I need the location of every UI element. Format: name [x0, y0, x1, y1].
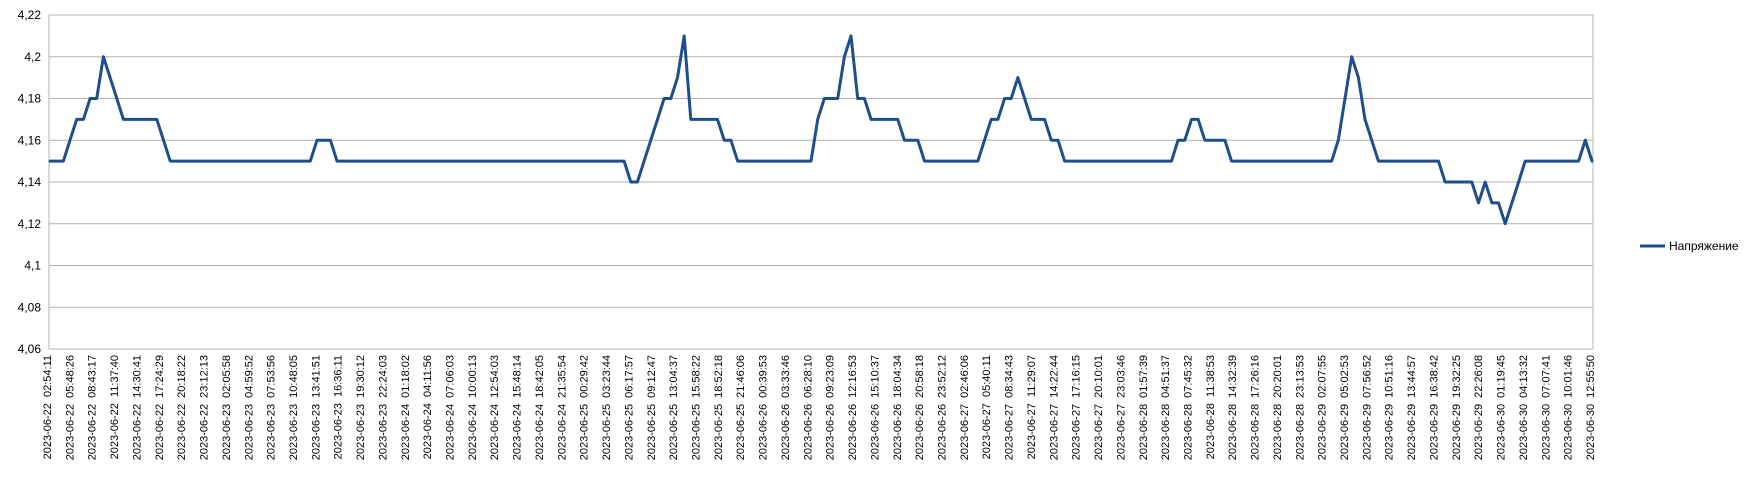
x-tick-label: 2023-06-23 19:30:12	[355, 355, 367, 460]
x-tick-label: 2023-06-30 12:55:50	[1585, 355, 1597, 460]
x-tick-label: 2023-06-29 07:56:52	[1361, 355, 1373, 460]
x-tick-label: 2023-06-27 20:10:01	[1093, 355, 1105, 460]
x-tick-label: 2023-06-22 05:48:26	[64, 355, 76, 460]
x-tick-label: 2023-06-27 08:34:43	[1004, 355, 1016, 460]
x-tick-label: 2023-06-28 07:45:32	[1182, 355, 1194, 460]
x-tick-label: 2023-06-27 17:16:15	[1071, 355, 1083, 460]
x-tick-label: 2023-06-30 07:07:41	[1540, 355, 1552, 460]
plot-area	[48, 34, 1594, 226]
x-tick-label: 2023-06-24 01:18:02	[400, 355, 412, 460]
x-tick-label: 2023-06-28 20:20:01	[1272, 355, 1284, 460]
x-tick-label: 2023-06-23 10:48:05	[288, 355, 300, 460]
x-tick-label: 2023-06-22 02:54:11	[42, 355, 54, 459]
x-tick-label: 2023-06-26 03:33:46	[780, 355, 792, 460]
x-tick-label: 2023-06-28 04:51:37	[1160, 355, 1172, 460]
x-tick-label: 2023-06-23 04:59:52	[243, 355, 255, 460]
x-tick-label: 2023-06-29 05:02:53	[1339, 355, 1351, 460]
x-tick-label: 2023-06-24 21:35:54	[556, 355, 568, 460]
x-tick-label: 2023-06-29 02:07:55	[1317, 355, 1329, 460]
x-tick-label: 2023-06-25 21:46:06	[735, 355, 747, 460]
x-tick-label: 2023-06-26 12:16:53	[847, 355, 859, 460]
x-tick-label: 2023-06-26 15:10:37	[869, 355, 881, 460]
x-tick-label: 2023-06-22 20:18:22	[176, 355, 188, 460]
x-tick-label: 2023-06-28 14:32:39	[1227, 355, 1239, 460]
x-tick-label: 2023-06-30 10:01:46	[1563, 355, 1575, 460]
y-axis-tick-labels: 4,06 4,08 4,1 4,12 4,14 4,16 4,18 4,2 4,22	[18, 8, 42, 356]
x-tick-label: 2023-06-28 11:38:53	[1205, 355, 1217, 459]
x-tick-label: 2023-06-27 02:46:06	[959, 355, 971, 460]
x-tick-label: 2023-06-25 00:29:42	[579, 355, 591, 460]
x-tick-label: 2023-06-24 04:11:56	[422, 355, 434, 459]
x-tick-label: 2023-06-22 23:12:13	[199, 355, 211, 460]
legend-label-voltage: Напряжение	[1669, 239, 1739, 253]
x-tick-label: 2023-06-24 18:42:05	[534, 355, 546, 460]
x-tick-label: 2023-06-29 10:51:16	[1384, 355, 1396, 460]
x-tick-label: 2023-06-27 11:29:07	[1026, 355, 1038, 459]
x-tick-label: 2023-06-28 01:57:39	[1138, 355, 1150, 460]
y-tick-label: 4,06	[18, 342, 42, 356]
x-tick-label: 2023-06-28 23:13:53	[1294, 355, 1306, 460]
x-tick-label: 2023-06-24 12:54:03	[489, 355, 501, 460]
x-tick-label: 2023-06-23 13:41:51	[310, 355, 322, 460]
x-tick-label: 2023-06-26 20:58:18	[914, 355, 926, 460]
x-tick-label: 2023-06-26 18:04:34	[892, 355, 904, 460]
x-tick-label: 2023-06-24 07:06:03	[445, 355, 457, 460]
x-tick-label: 2023-06-27 05:40:11	[981, 355, 993, 459]
x-tick-label: 2023-06-22 08:43:17	[87, 355, 99, 460]
gridlines	[48, 14, 1594, 350]
x-tick-label: 2023-06-22 14:30:41	[131, 355, 143, 460]
series-line-voltage	[48, 34, 1594, 226]
x-tick-label: 2023-06-29 13:44:57	[1406, 355, 1418, 460]
x-tick-label: 2023-06-28 17:26:16	[1250, 355, 1262, 460]
y-tick-label: 4,14	[18, 175, 42, 189]
x-tick-label: 2023-06-26 06:28:10	[802, 355, 814, 460]
x-tick-label: 2023-06-25 13:04:37	[668, 355, 680, 460]
x-tick-label: 2023-06-23 22:24:03	[377, 355, 389, 460]
x-tick-label: 2023-06-23 07:53:56	[266, 355, 278, 460]
y-tick-label: 4,2	[24, 50, 41, 64]
x-tick-label: 2023-06-26 09:23:09	[825, 355, 837, 460]
x-tick-label: 2023-06-27 14:22:44	[1048, 355, 1060, 460]
y-tick-label: 4,18	[18, 92, 42, 106]
y-tick-label: 4,22	[18, 8, 42, 22]
x-tick-label: 2023-06-25 18:52:18	[713, 355, 725, 460]
x-tick-label: 2023-06-29 19:32:25	[1451, 355, 1463, 460]
x-tick-label: 2023-06-25 09:12:47	[646, 355, 658, 460]
x-tick-label: 2023-06-29 22:26:08	[1473, 355, 1485, 460]
x-tick-label: 2023-06-29 16:38:42	[1428, 355, 1440, 460]
x-tick-label: 2023-06-22 17:24:29	[154, 355, 166, 460]
x-tick-label: 2023-06-23 02:05:58	[221, 355, 233, 460]
x-tick-label: 2023-06-23 16:36:11	[333, 355, 345, 459]
x-tick-label: 2023-06-25 15:58:22	[691, 355, 703, 460]
x-tick-label: 2023-06-30 01:19:45	[1496, 355, 1508, 460]
y-tick-label: 4,12	[18, 217, 42, 231]
x-tick-label: 2023-06-30 04:13:32	[1518, 355, 1530, 460]
x-tick-label: 2023-06-26 00:39:53	[758, 355, 770, 460]
x-tick-label: 2023-06-26 23:52:12	[936, 355, 948, 460]
x-tick-label: 2023-06-24 10:00:13	[467, 355, 479, 460]
y-tick-label: 4,16	[18, 133, 42, 147]
x-tick-label: 2023-06-24 15:48:14	[512, 355, 524, 460]
x-tick-label: 2023-06-25 03:23:44	[601, 355, 613, 460]
x-tick-label: 2023-06-27 23:03:46	[1115, 355, 1127, 460]
y-tick-label: 4,08	[18, 300, 42, 314]
x-tick-label: 2023-06-22 11:37:40	[109, 355, 121, 459]
x-tick-label: 2023-06-25 06:17:57	[623, 355, 635, 460]
x-axis-tick-labels: 2023-06-22 02:54:11 2023-06-22 05:48:26 20…	[42, 355, 1597, 460]
legend: Напряжение	[1640, 239, 1739, 253]
y-tick-label: 4,1	[24, 259, 41, 273]
